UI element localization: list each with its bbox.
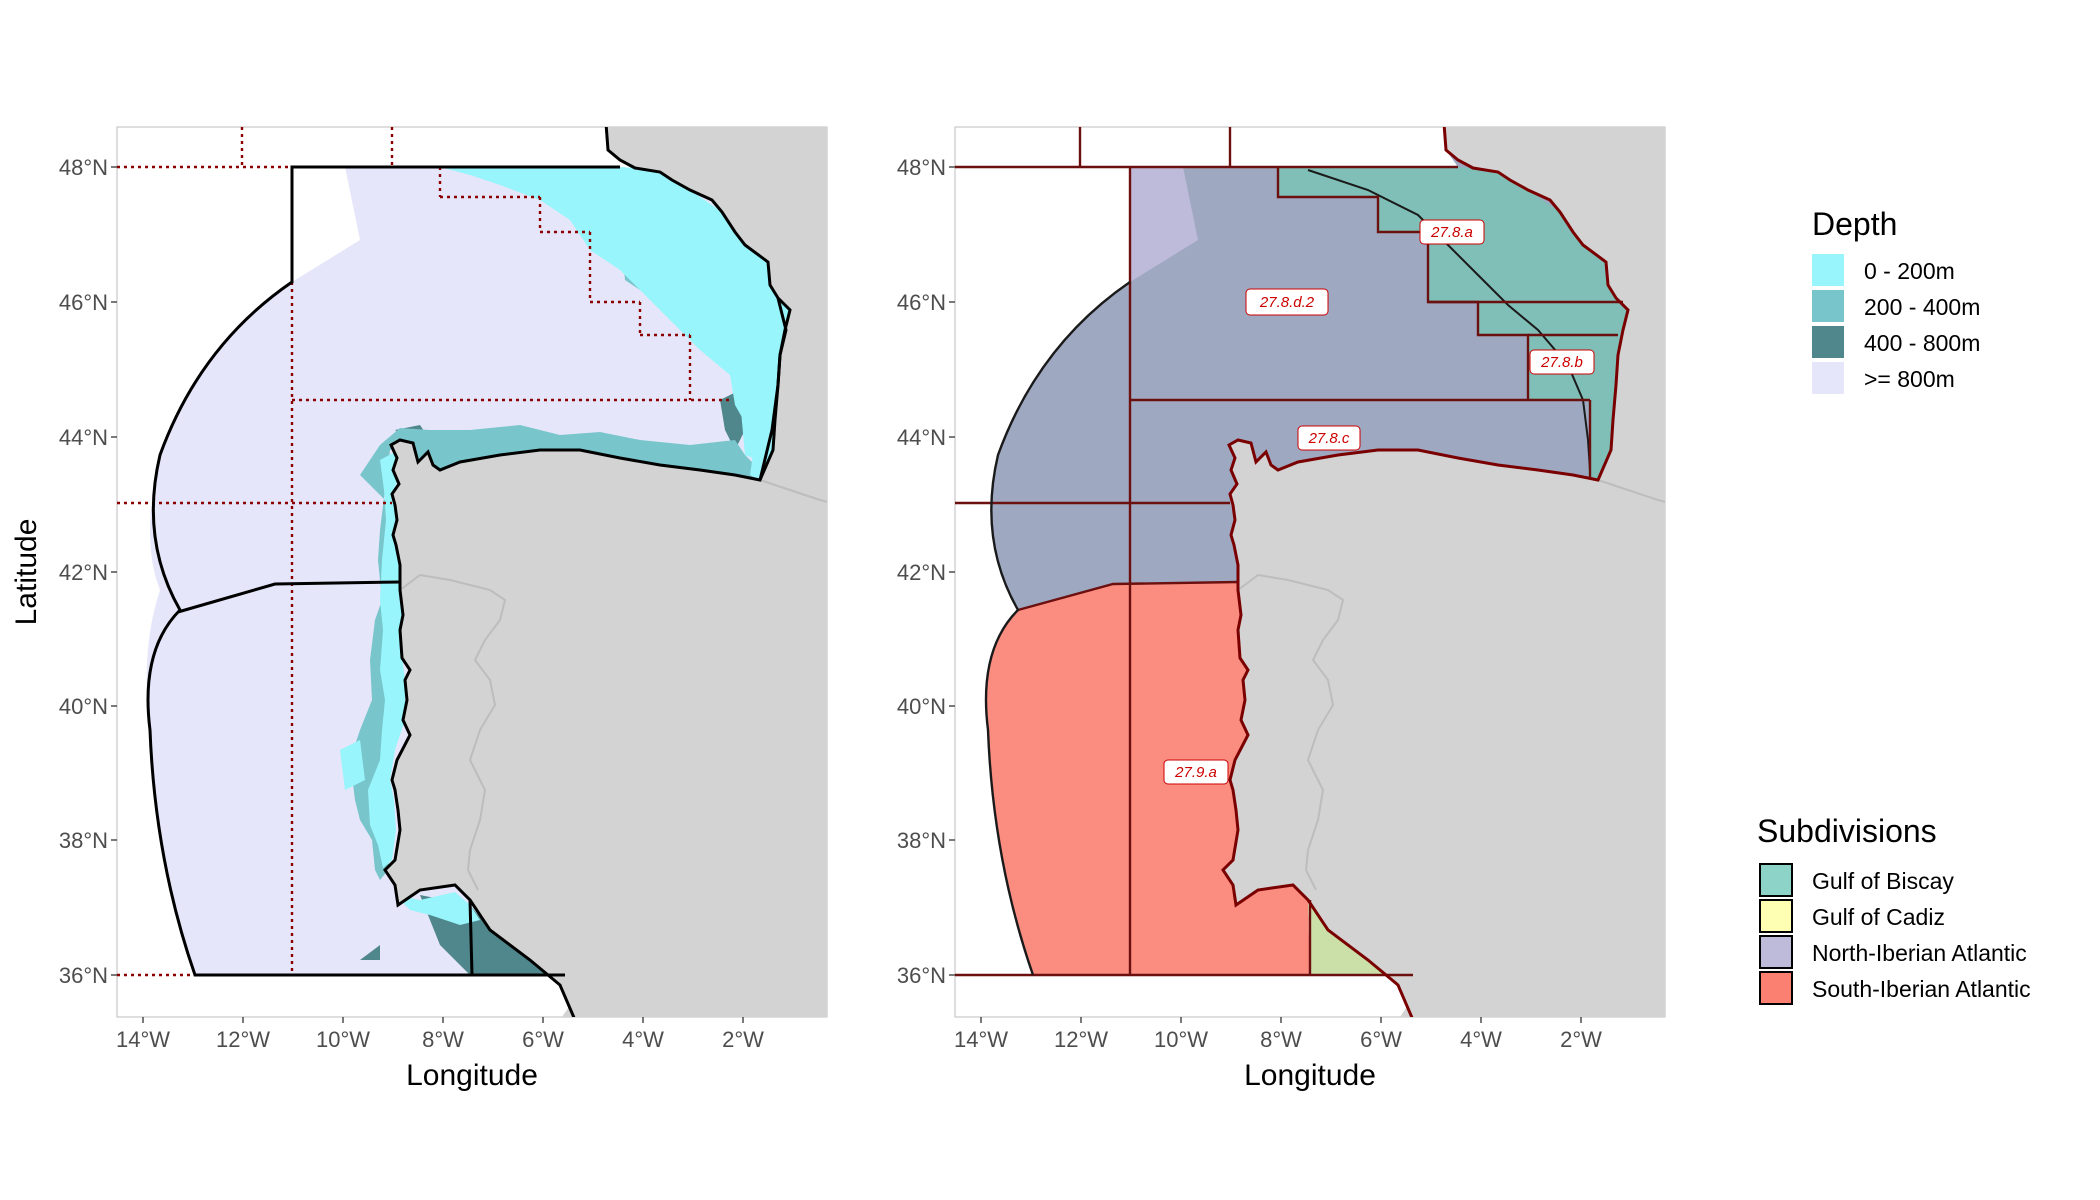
left-x-axis: 14°W 12°W 10°W 8°W 6°W 4°W 2°W [116,1017,764,1052]
subdivision-swatch-north-iberian [1759,935,1793,969]
right-y-axis: 48°N 46°N 44°N 42°N 40°N 38°N 36°N [897,155,955,988]
depth-legend-title: Depth [1812,206,1897,242]
y-tick-label: 40°N [897,694,946,719]
x-tick-label: 2°W [722,1027,764,1052]
ices-label-text: 27.8.b [1540,354,1583,371]
depth-swatch-0-200 [1812,254,1844,286]
ices-label-text: 27.9.a [1174,764,1217,781]
subdivision-swatch-south-iberian [1759,971,1793,1005]
y-tick-label: 42°N [897,560,946,585]
depth-swatch-800 [1812,362,1844,394]
region-boundary [146,165,788,977]
subdivision-swatch-cadiz [1759,899,1793,933]
depth-legend: Depth 0 - 200m 200 - 400m 400 - 800m >= … [1812,206,1980,394]
y-tick-label: 44°N [59,425,108,450]
subdivision-legend-label: North-Iberian Atlantic [1812,940,2027,966]
left-y-axis-title: Latitude [10,519,43,626]
ices-label-text: 27.8.d.2 [1259,294,1315,311]
x-tick-label: 14°W [116,1027,170,1052]
shelf-edge-line [1307,169,1591,471]
ices-label-8b: 27.8.b [1529,349,1595,375]
ices-area-grid [955,127,1623,977]
north-iberian-patch [1130,167,1198,282]
x-tick-label: 8°W [422,1027,464,1052]
ices-label-9a: 27.9.a [1163,759,1229,785]
subdivision-legend-label: Gulf of Biscay [1812,868,1954,894]
depth-swatch-200-400 [1812,290,1844,322]
y-tick-label: 38°N [59,828,108,853]
depth-legend-label: >= 800m [1864,366,1955,392]
y-tick-label: 38°N [897,828,946,853]
depth-legend-label: 200 - 400m [1864,294,1980,320]
right-map-panel: 27.8.a 27.8.d.2 27.8.b 27.8.c 27.9.a [897,126,1666,1092]
y-tick-label: 36°N [59,963,108,988]
x-tick-label: 4°W [622,1027,664,1052]
left-map-panel: 48°N 46°N 44°N 42°N 40°N 38°N 36°N 14°W … [10,126,828,1092]
x-tick-label: 6°W [1360,1027,1402,1052]
right-x-axis-title: Longitude [1244,1059,1376,1092]
x-tick-label: 10°W [1154,1027,1208,1052]
x-tick-label: 8°W [1260,1027,1302,1052]
y-tick-label: 42°N [59,560,108,585]
subdivision-swatch-biscay [1759,863,1793,897]
x-tick-label: 14°W [954,1027,1008,1052]
ices-dotted-grid [117,127,730,977]
y-tick-label: 46°N [897,290,946,315]
x-tick-label: 10°W [316,1027,370,1052]
y-tick-label: 46°N [59,290,108,315]
depth-swatch-400-800 [1812,326,1844,358]
x-tick-label: 12°W [1054,1027,1108,1052]
y-tick-label: 36°N [897,963,946,988]
y-tick-label: 40°N [59,694,108,719]
ices-label-8a: 27.8.a [1419,219,1485,245]
ices-label-8c: 27.8.c [1297,425,1361,451]
y-tick-label: 48°N [59,155,108,180]
x-tick-label: 12°W [216,1027,270,1052]
depth-legend-label: 0 - 200m [1864,258,1955,284]
depth-legend-label: 400 - 800m [1864,330,1980,356]
eez-boundary [984,281,1131,976]
x-tick-label: 4°W [1460,1027,1502,1052]
subdivisions-legend-title: Subdivisions [1757,813,1937,849]
ices-label-text: 27.8.c [1308,430,1350,447]
x-tick-label: 2°W [1560,1027,1602,1052]
right-x-axis: 14°W 12°W 10°W 8°W 6°W 4°W 2°W [954,1017,1602,1052]
ices-label-8d2: 27.8.d.2 [1245,288,1329,316]
no-data-patch [292,167,360,282]
subdivision-legend-label: Gulf of Cadiz [1812,904,1945,930]
y-tick-label: 44°N [897,425,946,450]
gulf-of-biscay-area [1278,167,1628,480]
left-x-axis-title: Longitude [406,1059,538,1092]
y-tick-label: 48°N [897,155,946,180]
left-y-axis: 48°N 46°N 44°N 42°N 40°N 38°N 36°N [59,155,117,988]
x-tick-label: 6°W [522,1027,564,1052]
subdivisions-legend: Subdivisions Gulf of Biscay Gulf of Cadi… [1757,813,2031,1005]
ices-label-text: 27.8.a [1430,224,1473,241]
south-iberian-atlantic-area [986,582,1310,975]
subdivision-legend-label: South-Iberian Atlantic [1812,976,2031,1002]
